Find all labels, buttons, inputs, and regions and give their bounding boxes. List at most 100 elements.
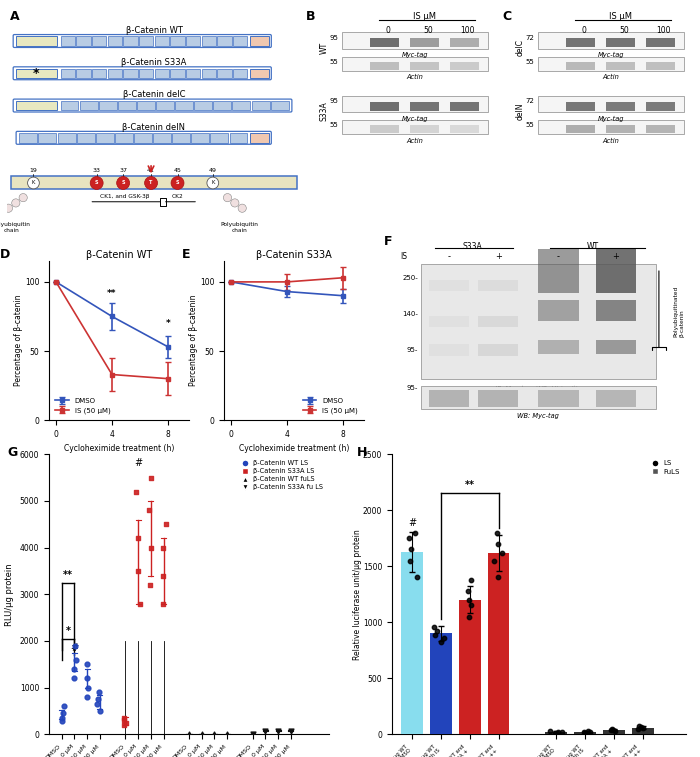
Bar (478, 390, 518, 407)
Text: IP: Myc-tag, WB: Ubiquitin: IP: Myc-tag, WB: Ubiquitin (495, 386, 582, 392)
X-axis label: Cycloheximide treatment (h): Cycloheximide treatment (h) (64, 444, 174, 453)
Point (131, 485, 142, 497)
Point (146, 472, 157, 484)
Bar (596, 300, 636, 321)
Text: 50: 50 (423, 26, 433, 36)
Point (144, 504, 155, 516)
Bar (632, 727, 654, 734)
FancyBboxPatch shape (170, 69, 185, 78)
Point (491, 527, 503, 539)
FancyBboxPatch shape (134, 133, 152, 142)
Bar (429, 316, 470, 327)
Point (260, 724, 271, 737)
Point (438, 632, 449, 644)
Text: delC: delC (516, 39, 524, 56)
Point (412, 572, 423, 584)
Legend: DMSO, IS (50 μM): DMSO, IS (50 μM) (300, 395, 360, 416)
Y-axis label: Percentage of β-catenin: Percentage of β-catenin (190, 295, 198, 386)
Legend: LS, FuLS: LS, FuLS (645, 458, 682, 478)
Text: 140-: 140- (402, 311, 418, 317)
Point (608, 724, 619, 736)
FancyBboxPatch shape (175, 101, 193, 111)
Point (430, 628, 441, 640)
Bar (421, 263, 656, 378)
Bar (370, 39, 399, 48)
FancyBboxPatch shape (115, 133, 133, 142)
Text: #: # (71, 643, 78, 653)
Point (405, 544, 416, 556)
Text: delN: delN (516, 102, 524, 120)
Point (158, 597, 169, 609)
Point (637, 722, 648, 734)
Point (633, 720, 644, 732)
FancyBboxPatch shape (118, 101, 136, 111)
FancyBboxPatch shape (77, 133, 94, 142)
Text: β-Catenin delN: β-Catenin delN (122, 123, 186, 132)
FancyBboxPatch shape (232, 101, 251, 111)
Bar (478, 316, 518, 327)
Bar (645, 125, 675, 133)
Text: *: * (166, 319, 170, 328)
Point (69, 672, 80, 684)
FancyBboxPatch shape (155, 69, 169, 78)
Text: #: # (134, 458, 142, 468)
Legend: DMSO, IS (50 μM): DMSO, IS (50 μM) (52, 395, 113, 416)
Point (578, 726, 589, 738)
Point (429, 621, 440, 633)
Text: S: S (121, 180, 125, 185)
FancyBboxPatch shape (186, 69, 200, 78)
Point (196, 728, 207, 740)
Point (118, 719, 130, 731)
Bar (538, 300, 578, 321)
Text: Polyubiquitin
chain: Polyubiquitin chain (220, 222, 258, 232)
Legend: β-Catenin WT LS, β-Catenin S33A LS, β-Catenin WT fuLS, β-Catenin S33A fu LS: β-Catenin WT LS, β-Catenin S33A LS, β-Ca… (236, 457, 326, 493)
Text: β-Catenin WT: β-Catenin WT (125, 26, 183, 35)
Text: WT: WT (320, 42, 328, 54)
Point (144, 579, 155, 591)
Bar (459, 600, 481, 734)
Bar (370, 101, 399, 111)
Text: Myc-tag: Myc-tag (402, 116, 428, 122)
Text: 0: 0 (582, 26, 586, 36)
Point (463, 585, 474, 597)
Text: +: + (495, 252, 502, 261)
Bar (566, 61, 595, 70)
FancyBboxPatch shape (38, 133, 57, 142)
FancyBboxPatch shape (217, 36, 232, 45)
Bar (410, 61, 439, 70)
Point (272, 724, 284, 737)
Text: 95: 95 (330, 98, 339, 104)
Text: 100: 100 (657, 26, 671, 36)
Point (92, 693, 104, 706)
Text: 37: 37 (119, 168, 127, 173)
Bar (342, 57, 488, 71)
Text: 0: 0 (386, 26, 390, 36)
Bar (342, 33, 488, 48)
FancyBboxPatch shape (250, 36, 269, 45)
FancyBboxPatch shape (108, 69, 122, 78)
Point (209, 728, 220, 740)
Bar (449, 61, 479, 70)
Point (69, 663, 80, 675)
Text: Actin: Actin (407, 74, 424, 80)
Text: +: + (612, 252, 620, 261)
Point (492, 537, 503, 550)
Point (435, 637, 447, 649)
FancyBboxPatch shape (153, 133, 171, 142)
Text: **: ** (107, 288, 117, 298)
Text: S33A: S33A (463, 242, 482, 251)
Text: β-Catenin S33A: β-Catenin S33A (121, 58, 187, 67)
Point (496, 547, 507, 559)
Text: *: * (66, 626, 71, 636)
Point (160, 518, 172, 530)
Point (94, 686, 105, 698)
FancyBboxPatch shape (202, 69, 216, 78)
Bar (538, 390, 578, 407)
Text: 55: 55 (526, 58, 535, 64)
Bar (410, 125, 439, 133)
Point (92, 698, 103, 710)
FancyBboxPatch shape (92, 36, 106, 45)
Bar (603, 730, 625, 734)
Point (584, 726, 595, 738)
Text: Actin: Actin (407, 138, 424, 144)
